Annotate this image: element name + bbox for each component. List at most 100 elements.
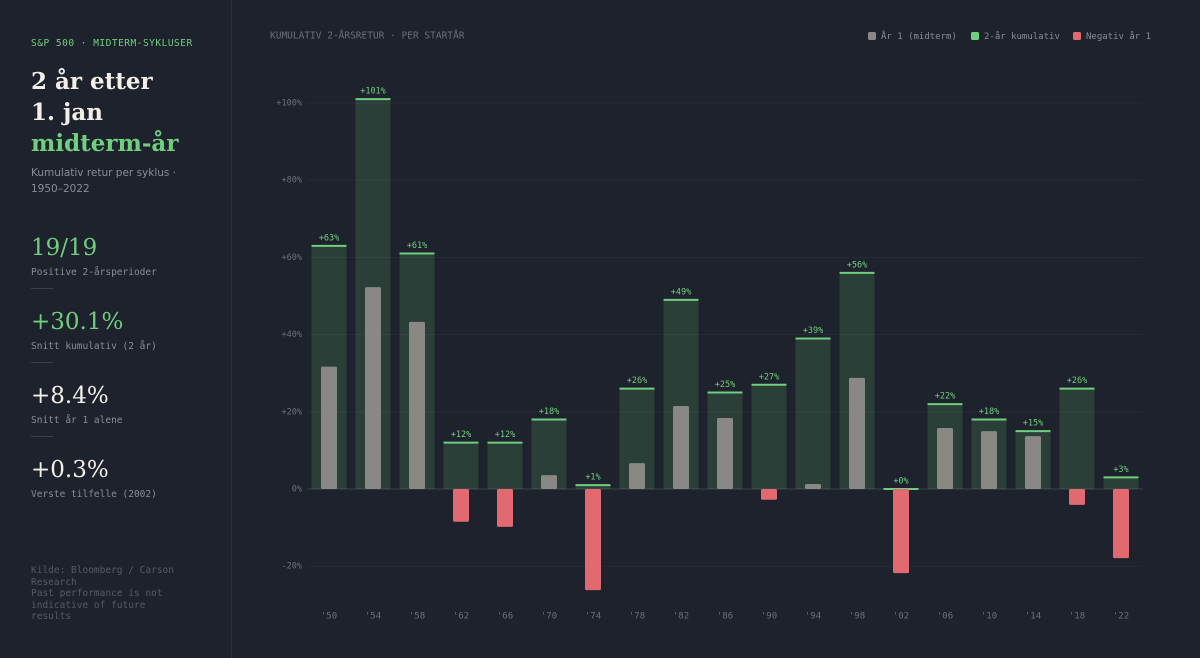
year1-bar <box>805 483 821 489</box>
value-label: +22% <box>935 392 955 402</box>
year1-bar <box>761 489 777 500</box>
year1-bar <box>849 377 865 489</box>
legend-swatch <box>868 32 876 40</box>
year1-bar <box>673 406 689 489</box>
cumulative-bar <box>1059 388 1095 489</box>
chart-title: KUMULATIV 2-ÅRSRETUR · PER STARTÅR <box>270 30 465 42</box>
value-label: +12% <box>495 430 515 440</box>
stat-label: Snitt år 1 alene <box>31 415 123 426</box>
value-label: +0% <box>893 477 908 487</box>
year1-bar <box>541 475 557 489</box>
x-tick-label: '98 <box>849 612 865 622</box>
year1-bar <box>585 489 601 591</box>
source-line: Kilde: Bloomberg / Carson Research <box>31 565 174 588</box>
year1-bar <box>365 287 381 489</box>
value-label: +15% <box>1023 419 1043 429</box>
value-label: +26% <box>1067 376 1087 386</box>
value-label: +49% <box>671 287 691 297</box>
value-label: +39% <box>803 326 823 336</box>
sidebar: S&P 500 · MIDTERM-SYKLUSER 2 år etter 1.… <box>0 0 232 658</box>
stat-label: Positive 2-årsperioder <box>31 267 157 278</box>
value-label: +27% <box>759 372 779 382</box>
stat: 19/19 Positive 2-årsperioder <box>31 235 201 289</box>
x-tick-label: '06 <box>937 612 953 622</box>
value-label: +63% <box>319 233 339 243</box>
y-tick-label: +60% <box>282 253 302 263</box>
heading-accent: midterm-år <box>31 130 179 157</box>
x-tick-label: '10 <box>981 612 997 622</box>
legend-label: År 1 (midterm) <box>881 30 957 42</box>
legend-label: 2-år kumulativ <box>984 31 1060 42</box>
stat-value: +0.3% <box>31 457 109 483</box>
value-label: +3% <box>1113 465 1128 475</box>
heading: 2 år etter 1. jan midterm-år <box>31 66 201 159</box>
cumulative-bar <box>575 485 611 489</box>
legend-swatch <box>971 32 979 40</box>
eyebrow: S&P 500 · MIDTERM-SYKLUSER <box>31 38 193 49</box>
x-tick-label: '94 <box>805 612 821 622</box>
stat-label: Snitt kumulativ (2 år) <box>31 341 157 352</box>
x-tick-label: '22 <box>1113 612 1129 622</box>
y-tick-label: 0% <box>292 485 302 495</box>
x-tick-label: '02 <box>893 612 909 622</box>
stat-value: +8.4% <box>31 383 109 409</box>
value-label: +61% <box>407 241 427 251</box>
year1-bar <box>1069 489 1085 505</box>
value-label: +26% <box>627 376 647 386</box>
value-label: +18% <box>539 407 559 417</box>
year1-bar <box>893 489 909 574</box>
y-tick-label: -20% <box>282 562 302 572</box>
value-label: +12% <box>451 430 471 440</box>
year1-bar <box>717 417 733 489</box>
year1-bar <box>453 489 469 522</box>
legend-label: Negativ år 1 <box>1086 31 1151 42</box>
x-tick-label: '78 <box>629 612 645 622</box>
year1-bar <box>981 431 997 489</box>
year1-bar <box>1025 436 1041 489</box>
subtitle: Kumulativ retur per syklus · 1950–2022 <box>31 167 177 195</box>
year1-bar <box>409 321 425 489</box>
cumulative-bar <box>751 384 787 489</box>
x-tick-label: '58 <box>409 612 425 622</box>
x-tick-label: '62 <box>453 612 469 622</box>
value-label: +18% <box>979 407 999 417</box>
stat: +8.4% Snitt år 1 alene <box>31 383 201 437</box>
x-tick-label: '18 <box>1069 612 1085 622</box>
y-tick-label: +40% <box>282 330 302 340</box>
value-label: +101% <box>360 87 386 97</box>
year1-bar <box>937 428 953 489</box>
heading-line: 1. jan <box>31 99 103 126</box>
year1-bar <box>629 463 645 489</box>
value-label: +1% <box>585 473 600 483</box>
legend-swatch <box>1073 32 1081 40</box>
heading-line: 2 år etter <box>31 68 153 95</box>
x-tick-label: '50 <box>321 612 337 622</box>
cumulative-bar <box>487 442 523 489</box>
stat-value: 19/19 <box>31 235 98 261</box>
year1-bar <box>497 489 513 527</box>
stat-value: +30.1% <box>31 309 124 335</box>
cumulative-bar <box>1103 477 1139 489</box>
x-tick-label: '86 <box>717 612 733 622</box>
source-line: Past performance is not indicative of fu… <box>31 588 163 622</box>
y-tick-label: +100% <box>276 99 302 109</box>
x-tick-label: '54 <box>365 612 381 622</box>
x-tick-label: '74 <box>585 612 601 622</box>
x-tick-label: '82 <box>673 612 689 622</box>
y-tick-label: +80% <box>282 176 302 186</box>
cumulative-bar <box>443 442 479 489</box>
source: Kilde: Bloomberg / Carson Research Past … <box>31 565 181 623</box>
value-label: +25% <box>715 380 735 390</box>
y-tick-label: +20% <box>282 407 302 417</box>
cumulative-bar <box>795 338 831 489</box>
year1-bar <box>1113 489 1129 559</box>
x-tick-label: '66 <box>497 612 513 622</box>
x-tick-label: '14 <box>1025 612 1041 622</box>
value-label: +56% <box>847 260 867 270</box>
stat: +30.1% Snitt kumulativ (2 år) <box>31 309 201 363</box>
x-tick-label: '90 <box>761 612 777 622</box>
year1-bar <box>321 366 337 489</box>
stat: +0.3% Verste tilfelle (2002) <box>31 457 201 500</box>
